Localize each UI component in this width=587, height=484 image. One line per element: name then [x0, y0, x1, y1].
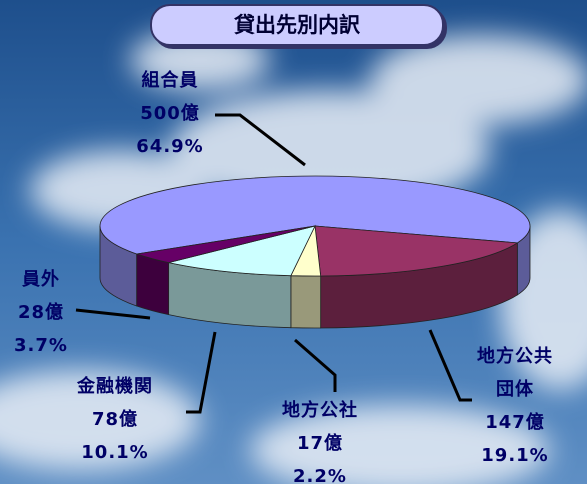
category-label: 地方公共団体 [470, 340, 560, 406]
slice-side [291, 276, 321, 328]
percent-label: 2.2% [270, 460, 370, 484]
value-label: 17億 [270, 427, 370, 460]
percent-label: 10.1% [55, 436, 175, 469]
chart-title: 貸出先別内訳 [150, 4, 444, 46]
category-label: 地方公社 [270, 394, 370, 427]
value-label: 78億 [55, 403, 175, 436]
value-label: 500億 [120, 97, 220, 130]
pie [100, 176, 530, 328]
category-label: 組合員 [120, 64, 220, 97]
category-label: 金融機関 [55, 370, 175, 403]
slice-side [137, 254, 169, 315]
chart: 貸出先別内訳 組合員500億64.9% 地方公共団体147億19.1% 地方公社… [0, 0, 587, 484]
value-label: 28億 [6, 296, 76, 329]
percent-label: 19.1% [470, 439, 560, 472]
percent-label: 3.7% [6, 329, 76, 362]
percent-label: 64.9% [120, 130, 220, 163]
category-label: 員外 [6, 263, 76, 296]
value-label: 147億 [470, 406, 560, 439]
